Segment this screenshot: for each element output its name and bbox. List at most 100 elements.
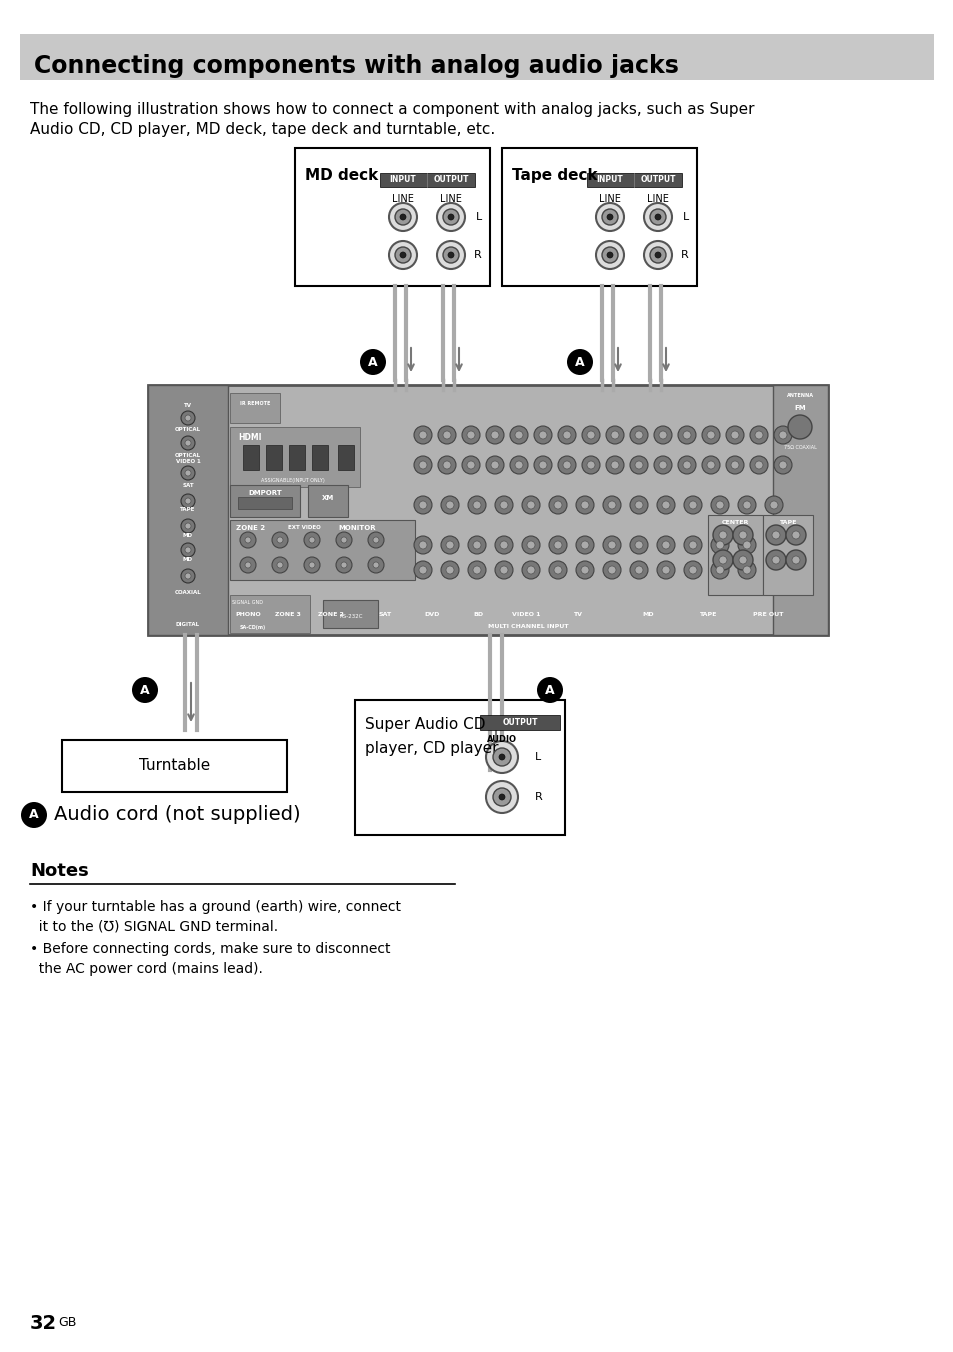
Bar [337, 445, 354, 470]
Text: TAPE: TAPE [180, 507, 195, 512]
Circle shape [738, 561, 755, 579]
Circle shape [601, 247, 618, 264]
Circle shape [654, 426, 671, 443]
Circle shape [395, 210, 411, 224]
Text: PHONO: PHONO [234, 612, 260, 618]
Circle shape [418, 461, 427, 469]
Circle shape [710, 561, 728, 579]
Circle shape [495, 535, 513, 554]
Circle shape [473, 502, 480, 508]
Text: MD: MD [183, 557, 193, 562]
Bar [230, 595, 310, 633]
Circle shape [739, 556, 746, 564]
Circle shape [132, 677, 158, 703]
Circle shape [649, 247, 665, 264]
Circle shape [240, 557, 255, 573]
Circle shape [771, 531, 780, 539]
Text: ANTENNA: ANTENNA [785, 393, 813, 397]
Text: RS-232C: RS-232C [339, 615, 362, 619]
Circle shape [245, 562, 251, 568]
Text: DVD: DVD [424, 612, 439, 618]
Circle shape [499, 541, 507, 549]
Bar [586, 173, 681, 187]
Circle shape [442, 461, 451, 469]
Circle shape [659, 461, 666, 469]
Text: FM: FM [793, 406, 805, 411]
Circle shape [272, 531, 288, 548]
Circle shape [629, 535, 647, 554]
Circle shape [185, 470, 191, 476]
Circle shape [521, 535, 539, 554]
Bar [230, 521, 415, 580]
Circle shape [389, 203, 416, 231]
Text: TV: TV [184, 403, 192, 408]
Circle shape [485, 741, 517, 773]
Circle shape [576, 496, 594, 514]
Circle shape [446, 502, 454, 508]
Circle shape [521, 496, 539, 514]
Bar [237, 498, 292, 508]
Text: Notes: Notes [30, 863, 89, 880]
Circle shape [635, 431, 642, 439]
Circle shape [566, 349, 593, 375]
Circle shape [655, 214, 660, 220]
Circle shape [749, 456, 767, 475]
Circle shape [596, 203, 623, 231]
Text: OUTPUT: OUTPUT [639, 176, 675, 184]
Bar [501, 147, 697, 287]
Text: ZONE 3: ZONE 3 [274, 612, 300, 618]
Text: VIDEO 1: VIDEO 1 [511, 612, 539, 618]
Bar [289, 445, 305, 470]
Text: OPTICAL: OPTICAL [174, 427, 201, 433]
Circle shape [499, 566, 507, 575]
Circle shape [742, 502, 750, 508]
Bar [243, 445, 258, 470]
Text: LINE: LINE [392, 193, 414, 204]
Text: player, CD player: player, CD player [365, 741, 498, 756]
Circle shape [661, 541, 669, 549]
Circle shape [779, 431, 786, 439]
Circle shape [473, 541, 480, 549]
Circle shape [661, 566, 669, 575]
Circle shape [771, 556, 780, 564]
Circle shape [467, 431, 475, 439]
Text: R: R [535, 792, 542, 802]
Circle shape [473, 566, 480, 575]
Circle shape [368, 531, 384, 548]
Circle shape [719, 531, 726, 539]
Text: MONITOR: MONITOR [337, 525, 375, 531]
Circle shape [185, 439, 191, 446]
Text: Audio cord (not supplied): Audio cord (not supplied) [54, 806, 300, 825]
Text: HDMI: HDMI [237, 433, 261, 442]
Text: A: A [140, 684, 150, 696]
Circle shape [440, 496, 458, 514]
Text: ASSIGNABLE(INPUT ONLY): ASSIGNABLE(INPUT ONLY) [261, 479, 325, 483]
Circle shape [659, 431, 666, 439]
Circle shape [335, 557, 352, 573]
Text: L: L [682, 212, 688, 222]
Circle shape [769, 502, 778, 508]
Circle shape [485, 456, 503, 475]
Circle shape [368, 557, 384, 573]
Circle shape [712, 550, 732, 571]
Text: OUTPUT: OUTPUT [501, 718, 537, 727]
Text: L: L [535, 752, 540, 763]
Circle shape [491, 461, 498, 469]
Bar [230, 393, 280, 423]
Text: A: A [368, 356, 377, 369]
Circle shape [787, 415, 811, 439]
Circle shape [340, 537, 347, 544]
Circle shape [643, 241, 671, 269]
Circle shape [467, 461, 475, 469]
Text: ZONE 2: ZONE 2 [235, 525, 265, 531]
Bar [62, 740, 287, 792]
Circle shape [773, 426, 791, 443]
Circle shape [442, 431, 451, 439]
Circle shape [558, 456, 576, 475]
Circle shape [526, 502, 535, 508]
Circle shape [754, 461, 762, 469]
Circle shape [304, 557, 319, 573]
Circle shape [495, 561, 513, 579]
Text: SIGNAL GND: SIGNAL GND [233, 600, 263, 604]
Circle shape [510, 456, 527, 475]
